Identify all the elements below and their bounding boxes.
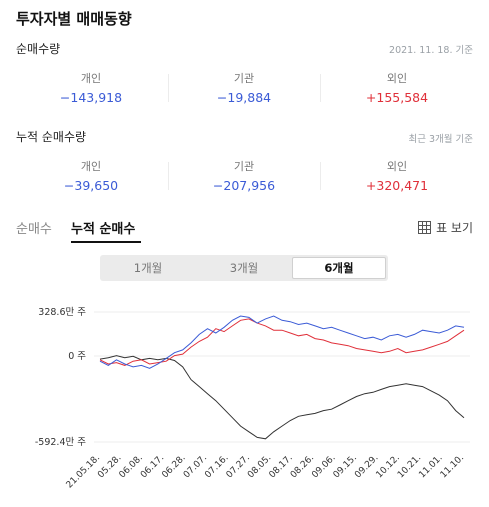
table-view-label: 표 보기 (436, 221, 473, 235)
y-tick-label: -592.4만 주 (35, 437, 86, 448)
divider (168, 162, 169, 190)
stat-label: 외인 (386, 160, 408, 173)
y-tick-label: 328.6만 주 (38, 307, 86, 318)
series-line-1 (99, 318, 465, 366)
net-stat-row: 개인 −143,918 기관 −19,884 외인 +155,584 (0, 70, 489, 110)
cum-section-title: 누적 순매수량 (16, 130, 87, 144)
period-selector: 1개월 3개월 6개월 (100, 255, 388, 281)
active-tab-indicator (71, 241, 141, 243)
cum-stat-row: 개인 −39,650 기관 −207,956 외인 +320,471 (0, 158, 489, 198)
cum-stat-foreign: 외인 +320,471 (322, 158, 472, 193)
stat-value: −19,884 (216, 90, 272, 105)
net-section-title: 순매수량 (16, 42, 61, 56)
net-stat-individual: 개인 −143,918 (16, 70, 166, 105)
stat-value: +320,471 (365, 178, 429, 193)
divider (320, 74, 321, 102)
series-line-0 (99, 355, 465, 440)
divider (320, 162, 321, 190)
stat-value: −207,956 (212, 178, 276, 193)
cum-stat-individual: 개인 −39,650 (16, 158, 166, 193)
tab-net-buy[interactable]: 순매수 (16, 222, 52, 237)
x-axis: 21.05.18.05.28.06.08.06.17.06.28.07.07.0… (65, 453, 466, 490)
stat-value: −143,918 (59, 90, 123, 105)
page-title: 투자자별 매매동향 (16, 10, 132, 28)
divider (168, 74, 169, 102)
stat-label: 개인 (80, 72, 102, 85)
net-stat-foreign: 외인 +155,584 (322, 70, 472, 105)
y-tick-label: 0 주 (68, 351, 86, 362)
grid (94, 311, 470, 443)
stat-label: 개인 (80, 160, 102, 173)
stat-label: 기관 (233, 72, 255, 85)
period-6-month[interactable]: 6개월 (292, 257, 386, 279)
y-axis: 328.6만 주 0 주 -592.4만 주 (35, 307, 86, 448)
cum-stat-institution: 기관 −207,956 (169, 158, 319, 193)
stat-value: −39,650 (63, 178, 119, 193)
stat-label: 기관 (233, 160, 255, 173)
x-tick-label: 11.10. (439, 453, 466, 480)
stat-label: 외인 (386, 72, 408, 85)
period-3-month[interactable]: 3개월 (229, 261, 259, 275)
cumulative-net-buy-chart: 328.6만 주 0 주 -592.4만 주 21.05.18.05.28.06… (35, 307, 470, 490)
series-line-2 (99, 315, 465, 369)
cum-period-note: 최근 3개월 기준 (408, 134, 473, 145)
table-icon (418, 221, 436, 235)
period-1-month[interactable]: 1개월 (133, 261, 163, 275)
stat-value: +155,584 (365, 90, 429, 105)
net-date-note: 2021. 11. 18. 기준 (389, 45, 473, 56)
series-layer (99, 315, 465, 440)
net-stat-institution: 기관 −19,884 (169, 70, 319, 105)
table-view-button[interactable]: 표 보기 (418, 219, 473, 236)
tab-cumulative-net-buy[interactable]: 누적 순매수 (71, 222, 136, 237)
